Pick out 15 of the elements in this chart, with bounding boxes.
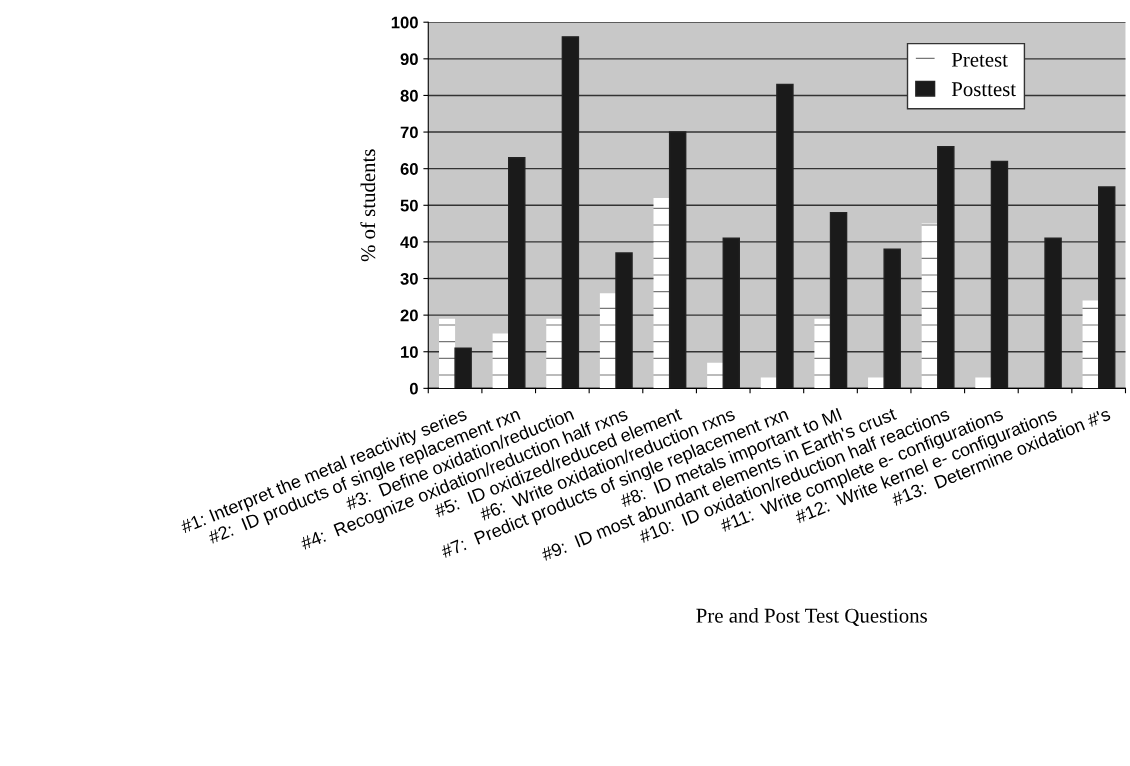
y-tick-label: 0 xyxy=(409,382,418,395)
y-tick-label: 100 xyxy=(391,16,418,29)
legend-label: Pretest xyxy=(951,52,1008,67)
legend-label: Posttest xyxy=(951,82,1016,97)
y-tick-label: 40 xyxy=(400,236,418,249)
y-tick-label: 60 xyxy=(400,163,418,175)
y-tick-label: 90 xyxy=(400,53,418,66)
y-tick-label: 70 xyxy=(400,126,418,139)
y-tick-label: 30 xyxy=(400,272,418,285)
y-tick-label: 50 xyxy=(400,199,418,212)
y-axis-title: % of students xyxy=(360,149,376,262)
y-tick-label: 20 xyxy=(400,309,418,322)
y-tick-label: 10 xyxy=(401,346,418,358)
y-tick-label: 80 xyxy=(400,89,418,102)
x-axis-title: Pre and Post Test Questions xyxy=(696,608,927,626)
